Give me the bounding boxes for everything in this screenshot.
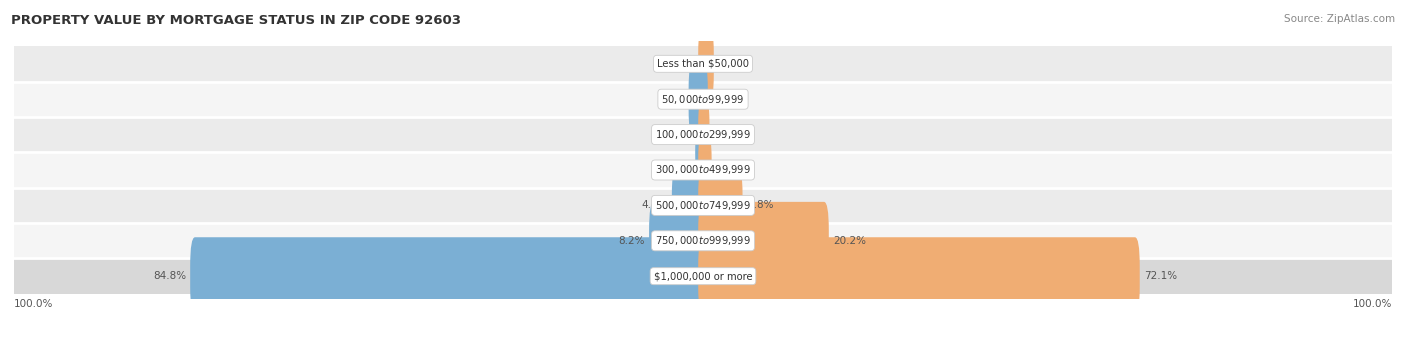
FancyBboxPatch shape — [699, 202, 828, 280]
FancyBboxPatch shape — [699, 25, 714, 103]
Bar — [14, 117, 1392, 152]
Text: PROPERTY VALUE BY MORTGAGE STATUS IN ZIP CODE 92603: PROPERTY VALUE BY MORTGAGE STATUS IN ZIP… — [11, 14, 461, 27]
Text: Less than $50,000: Less than $50,000 — [657, 59, 749, 69]
Bar — [14, 152, 1392, 188]
Text: 5.8%: 5.8% — [747, 200, 773, 210]
Text: 20.2%: 20.2% — [832, 236, 866, 246]
Text: 0.64%: 0.64% — [716, 165, 749, 175]
Bar — [14, 188, 1392, 223]
FancyBboxPatch shape — [672, 167, 707, 244]
Text: 100.0%: 100.0% — [1353, 299, 1392, 309]
FancyBboxPatch shape — [689, 60, 707, 138]
Text: 0.0%: 0.0% — [711, 94, 738, 104]
Bar — [14, 258, 1392, 294]
Text: $750,000 to $999,999: $750,000 to $999,999 — [655, 234, 751, 247]
FancyBboxPatch shape — [190, 237, 707, 315]
Bar — [14, 82, 1392, 117]
Text: $100,000 to $299,999: $100,000 to $299,999 — [655, 128, 751, 141]
Text: $50,000 to $99,999: $50,000 to $99,999 — [661, 93, 745, 106]
Text: 100.0%: 100.0% — [14, 299, 53, 309]
Text: 4.4%: 4.4% — [641, 200, 668, 210]
Text: 0.48%: 0.48% — [658, 165, 692, 175]
Text: Source: ZipAtlas.com: Source: ZipAtlas.com — [1284, 14, 1395, 23]
Text: $300,000 to $499,999: $300,000 to $499,999 — [655, 164, 751, 176]
FancyBboxPatch shape — [699, 131, 711, 209]
Text: 0.48%: 0.48% — [658, 130, 692, 140]
Text: $500,000 to $749,999: $500,000 to $749,999 — [655, 199, 751, 212]
FancyBboxPatch shape — [699, 167, 742, 244]
Text: 8.2%: 8.2% — [619, 236, 645, 246]
Text: $1,000,000 or more: $1,000,000 or more — [654, 271, 752, 281]
Bar — [14, 46, 1392, 82]
FancyBboxPatch shape — [696, 96, 707, 173]
FancyBboxPatch shape — [699, 237, 1140, 315]
Bar — [14, 223, 1392, 258]
Text: 0.0%: 0.0% — [668, 59, 695, 69]
Text: 1.6%: 1.6% — [658, 94, 685, 104]
FancyBboxPatch shape — [699, 96, 710, 173]
FancyBboxPatch shape — [650, 202, 707, 280]
Text: 72.1%: 72.1% — [1144, 271, 1177, 281]
Text: 1.0%: 1.0% — [718, 59, 744, 69]
FancyBboxPatch shape — [696, 131, 707, 209]
Text: 84.8%: 84.8% — [153, 271, 186, 281]
Text: 0.28%: 0.28% — [714, 130, 747, 140]
